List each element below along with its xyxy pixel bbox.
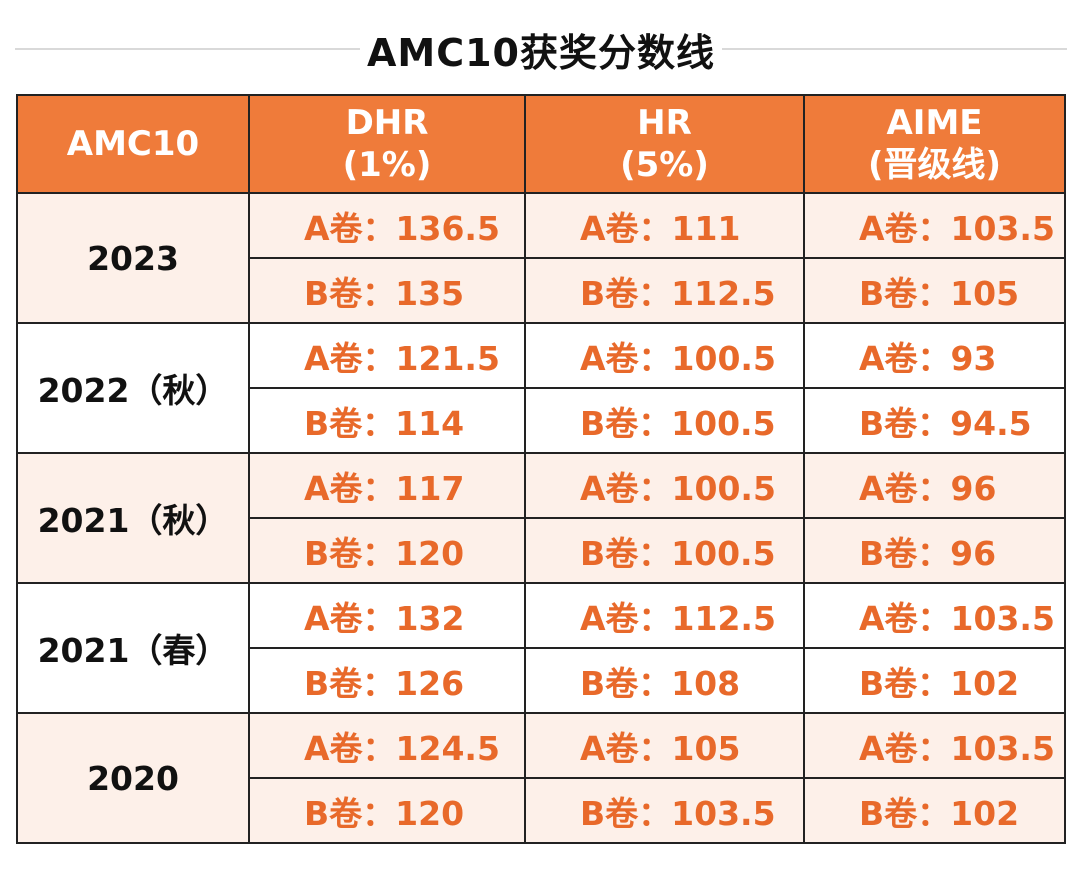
table-row: 2020 A卷：124.5 A卷：105 A卷：103.5 <box>16 712 1066 844</box>
score-cell: B卷：102 <box>803 647 1066 714</box>
score-cell: B卷：112.5 <box>524 257 805 324</box>
score-cell: A卷：132 <box>248 582 526 649</box>
page-title: AMC10获奖分数线 <box>367 31 715 75</box>
table-row: B卷：114 B卷：100.5 B卷：94.5 <box>17 387 1066 454</box>
year-cell: 2022（秋） <box>16 322 250 454</box>
title-divider-right <box>722 48 1067 50</box>
title-row: AMC10获奖分数线 <box>0 0 1080 95</box>
header-cell: HR (5%) <box>524 94 805 194</box>
score-cell: A卷：124.5 <box>248 712 526 779</box>
score-table: AMC10 DHR (1%) HR (5%) AIME (晋级线) 2023 A卷：1… <box>16 94 1066 844</box>
table-row: B卷：126 B卷：108 B卷：102 <box>17 647 1066 714</box>
score-cell: A卷：103.5 <box>803 712 1066 779</box>
score-cell: B卷：103.5 <box>524 777 805 844</box>
score-cell: B卷：94.5 <box>803 387 1066 454</box>
table-row: 2022（秋） A卷：121.5 A卷：100.5 A卷：93 <box>16 322 1066 454</box>
score-cell: A卷：117 <box>248 452 526 519</box>
header-cell: AIME (晋级线) <box>803 94 1066 194</box>
score-cell: A卷：96 <box>803 452 1066 519</box>
header-cell: AMC10 <box>16 94 250 194</box>
score-cell: A卷：111 <box>524 192 805 259</box>
table-row: B卷：135 B卷：112.5 B卷：105 <box>17 257 1066 324</box>
title-divider-left <box>15 48 360 50</box>
score-cell: A卷：105 <box>524 712 805 779</box>
score-cell: B卷：100.5 <box>524 387 805 454</box>
score-cell: A卷：103.5 <box>803 192 1066 259</box>
score-cell: B卷：114 <box>248 387 526 454</box>
score-cell: A卷：112.5 <box>524 582 805 649</box>
year-cell: 2021（春） <box>16 582 250 714</box>
table-row: 2023 A卷：136.5 A卷：111 A卷：103.5 <box>16 192 1066 324</box>
score-cell: A卷：136.5 <box>248 192 526 259</box>
score-cell: B卷：120 <box>248 517 526 584</box>
score-cell: A卷：100.5 <box>524 452 805 519</box>
score-cell: B卷：105 <box>803 257 1066 324</box>
score-cell: B卷：120 <box>248 777 526 844</box>
score-cell: A卷：121.5 <box>248 322 526 389</box>
score-cell: A卷：103.5 <box>803 582 1066 649</box>
score-cell: B卷：126 <box>248 647 526 714</box>
year-cell: 2021（秋） <box>16 452 250 584</box>
score-cell: B卷：96 <box>803 517 1066 584</box>
score-cell: B卷：135 <box>248 257 526 324</box>
table-row: B卷：120 B卷：103.5 B卷：102 <box>17 777 1066 844</box>
score-cell: B卷：108 <box>524 647 805 714</box>
score-cell: B卷：102 <box>803 777 1066 844</box>
year-cell: 2020 <box>16 712 250 844</box>
score-cell: A卷：100.5 <box>524 322 805 389</box>
table-row: 2021（秋） A卷：117 A卷：100.5 A卷：96 <box>16 452 1066 584</box>
table-row: 2021（春） A卷：132 A卷：112.5 A卷：103.5 <box>16 582 1066 714</box>
year-cell: 2023 <box>16 192 250 324</box>
score-cell: B卷：100.5 <box>524 517 805 584</box>
header-cell: DHR (1%) <box>248 94 526 194</box>
table-row: B卷：120 B卷：100.5 B卷：96 <box>17 517 1066 584</box>
score-cell: A卷：93 <box>803 322 1066 389</box>
header-row: AMC10 DHR (1%) HR (5%) AIME (晋级线) <box>16 94 1066 194</box>
